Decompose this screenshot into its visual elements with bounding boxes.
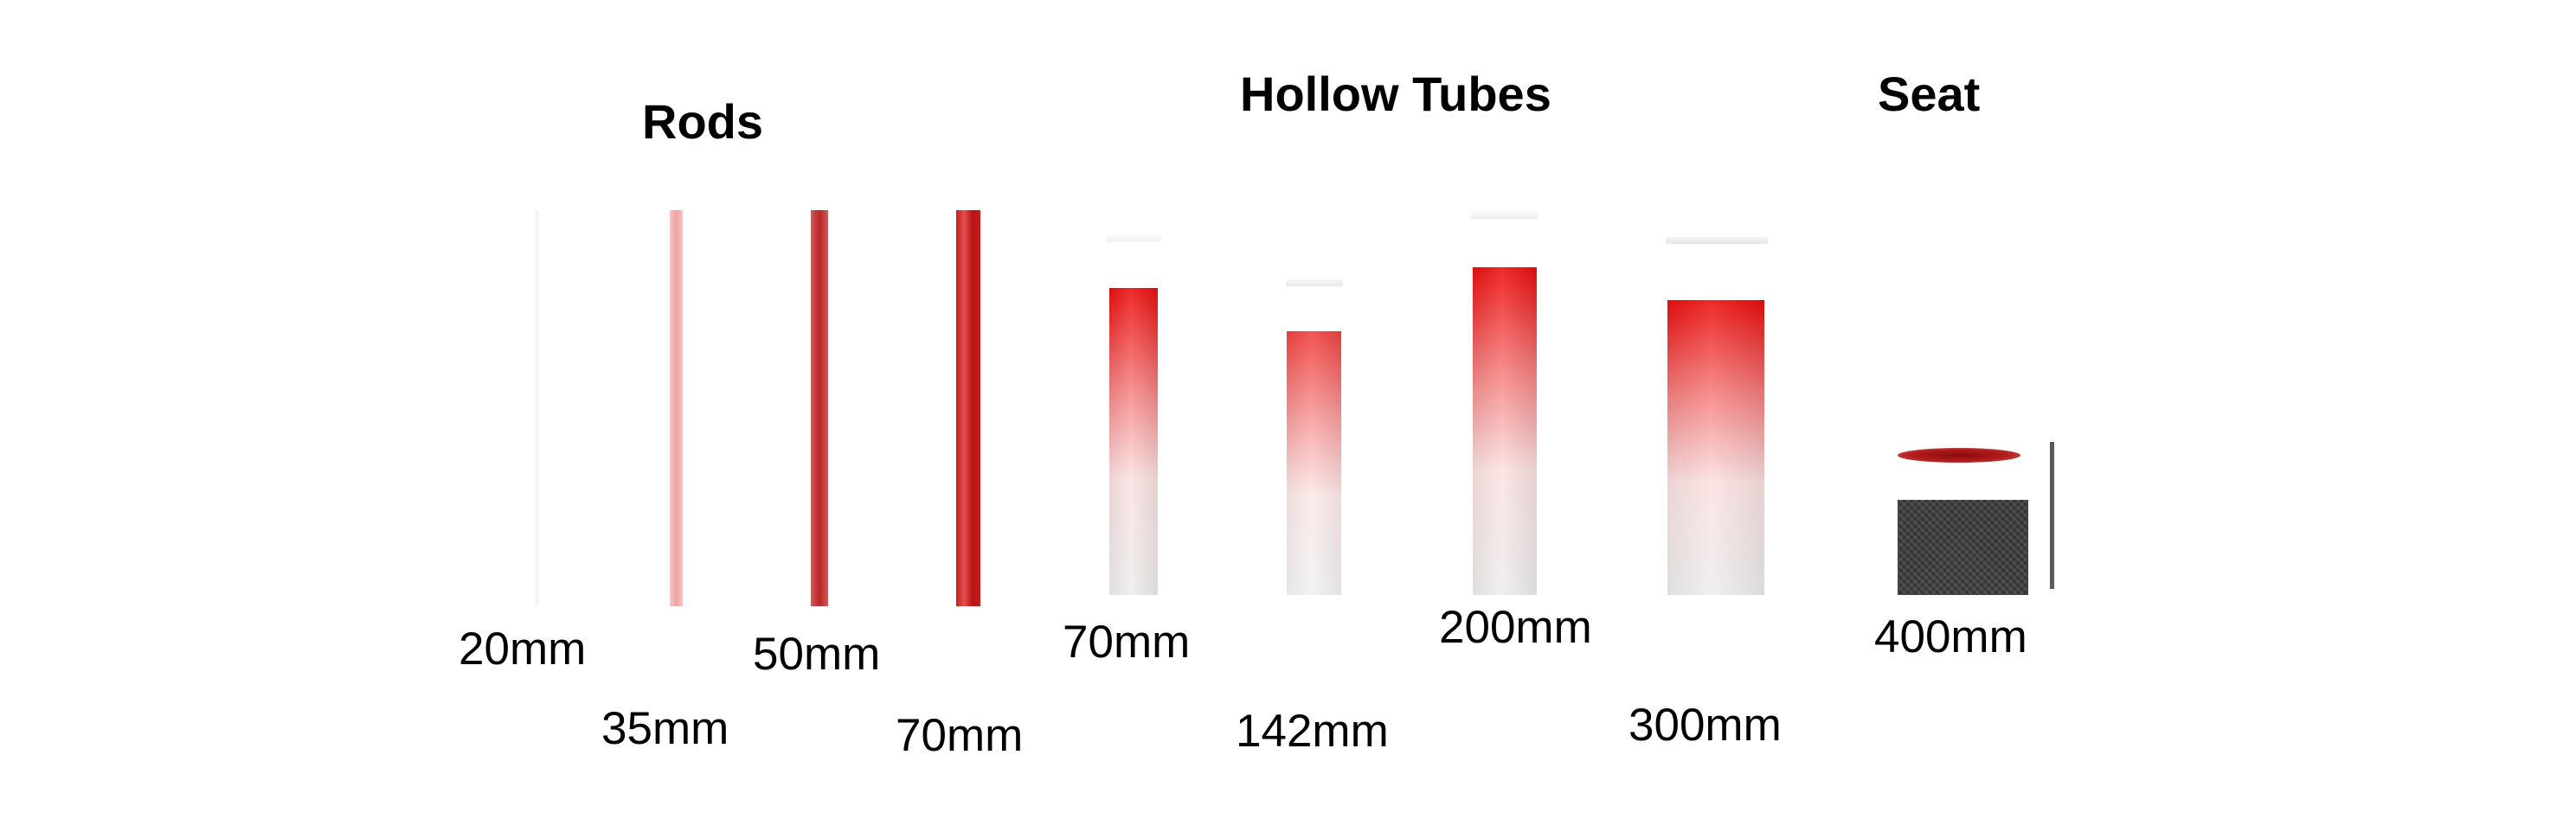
rod-label-50mm: 50mm [753,629,881,680]
hollow-tube-200mm [1473,267,1537,595]
rod-label-35mm: 35mm [601,703,729,754]
tube-label-200mm: 200mm [1439,602,1592,653]
seat-scale-bar [2050,442,2054,589]
tube-label-300mm: 300mm [1628,700,1782,751]
rod-35mm [670,210,683,606]
hollow-tube-142mm [1287,331,1341,595]
hollow-tube-300mm [1667,300,1764,595]
seat-label-400mm: 400mm [1874,611,2027,662]
hollow-tube-70mm [1109,288,1158,595]
rods-title: Rods [642,94,763,149]
rod-50mm [811,210,828,606]
seat-title: Seat [1878,67,1981,121]
rod-label-70mm: 70mm [896,710,1024,761]
hollow-tubes-title: Hollow Tubes [1240,67,1551,121]
seat-disc [1898,448,2020,463]
rod-20mm [535,210,540,606]
tube-label-142mm: 142mm [1236,706,1389,757]
tube-label-70mm: 70mm [1063,617,1191,668]
rod-label-20mm: 20mm [459,624,587,675]
rod-70mm [956,210,980,606]
tube-rim-300mm [1666,237,1768,244]
tube-rim-200mm [1471,212,1539,219]
tube-rim-142mm [1286,279,1343,286]
seat-block [1898,500,2028,595]
tube-rim-70mm [1106,235,1161,242]
